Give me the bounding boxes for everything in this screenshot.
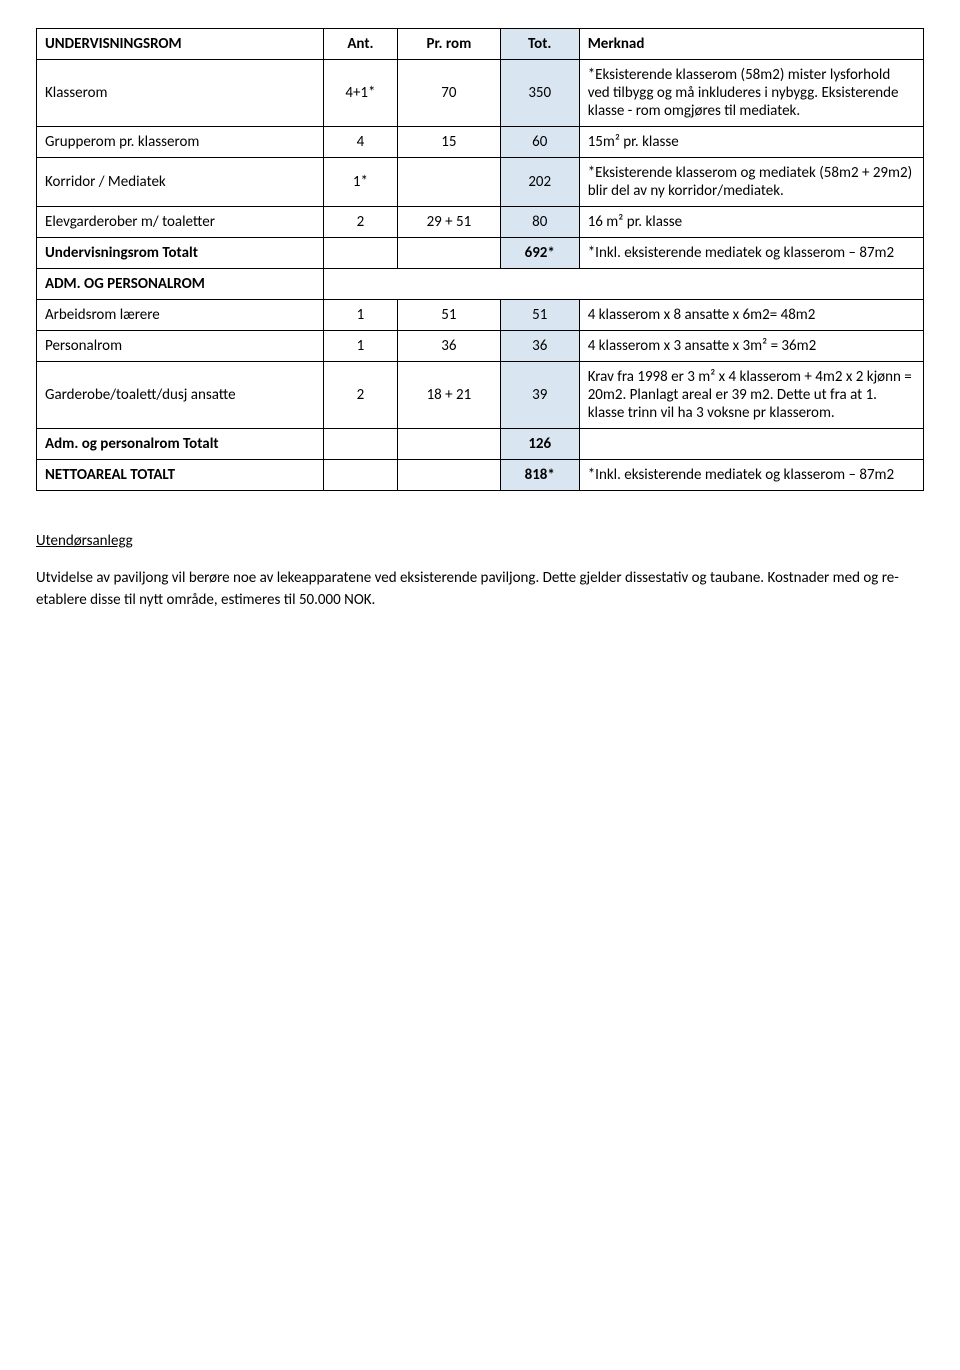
cell-merknad: *Inkl. eksisterende mediatek og klassero… bbox=[579, 238, 923, 269]
cell-label: Adm. og personalrom Totalt bbox=[37, 429, 324, 460]
section-header-empty bbox=[323, 269, 923, 300]
cell-pr-rom bbox=[398, 429, 501, 460]
footer-section: Utendørsanlegg Utvidelse av paviljong vi… bbox=[36, 531, 924, 611]
cell-ant: 1 bbox=[323, 300, 397, 331]
cell-pr-rom: 70 bbox=[398, 60, 501, 127]
cell-tot: 80 bbox=[500, 207, 579, 238]
cell-label: Arbeidsrom lærere bbox=[37, 300, 324, 331]
cell-label: Undervisningsrom Totalt bbox=[37, 238, 324, 269]
table-row-subtotal: Adm. og personalrom Totalt 126 bbox=[37, 429, 924, 460]
cell-tot: 126 bbox=[500, 429, 579, 460]
section-header: ADM. OG PERSONALROM bbox=[37, 269, 324, 300]
header-ant: Ant. bbox=[323, 29, 397, 60]
table-row-total: NETTOAREAL TOTALT 818* *Inkl. eksisteren… bbox=[37, 460, 924, 491]
section-header-row: ADM. OG PERSONALROM bbox=[37, 269, 924, 300]
cell-pr-rom: 51 bbox=[398, 300, 501, 331]
cell-tot: 692* bbox=[500, 238, 579, 269]
cell-label: Personalrom bbox=[37, 331, 324, 362]
header-merknad: Merknad bbox=[579, 29, 923, 60]
header-undervisningsrom: UNDERVISNINGSROM bbox=[37, 29, 324, 60]
cell-tot: 36 bbox=[500, 331, 579, 362]
cell-merknad: 16 m² pr. klasse bbox=[579, 207, 923, 238]
cell-label: Garderobe/toalett/dusj ansatte bbox=[37, 362, 324, 429]
cell-merknad bbox=[579, 429, 923, 460]
cell-pr-rom bbox=[398, 460, 501, 491]
cell-ant bbox=[323, 238, 397, 269]
cell-tot: 60 bbox=[500, 127, 579, 158]
table-row: Korridor / Mediatek 1* 202 *Eksisterende… bbox=[37, 158, 924, 207]
cell-label: Grupperom pr. klasserom bbox=[37, 127, 324, 158]
cell-pr-rom: 36 bbox=[398, 331, 501, 362]
cell-tot: 51 bbox=[500, 300, 579, 331]
cell-ant: 4 bbox=[323, 127, 397, 158]
cell-tot: 818* bbox=[500, 460, 579, 491]
cell-label: Elevgarderober m/ toaletter bbox=[37, 207, 324, 238]
cell-merknad: *Eksisterende klasserom og mediatek (58m… bbox=[579, 158, 923, 207]
cell-tot: 350 bbox=[500, 60, 579, 127]
cell-merknad: *Inkl. eksisterende mediatek og klassero… bbox=[579, 460, 923, 491]
cell-ant bbox=[323, 429, 397, 460]
cell-merknad: 4 klasserom x 8 ansatte x 6m2= 48m2 bbox=[579, 300, 923, 331]
cell-ant: 2 bbox=[323, 362, 397, 429]
cell-tot: 202 bbox=[500, 158, 579, 207]
cell-pr-rom: 29 + 51 bbox=[398, 207, 501, 238]
cell-merknad: *Eksisterende klasserom (58m2) mister ly… bbox=[579, 60, 923, 127]
cell-label: NETTOAREAL TOTALT bbox=[37, 460, 324, 491]
cell-label: Korridor / Mediatek bbox=[37, 158, 324, 207]
cell-ant: 2 bbox=[323, 207, 397, 238]
cell-merknad: 4 klasserom x 3 ansatte x 3m² = 36m2 bbox=[579, 331, 923, 362]
table-row: Arbeidsrom lærere 1 51 51 4 klasserom x … bbox=[37, 300, 924, 331]
cell-ant: 1 bbox=[323, 331, 397, 362]
table-row: Personalrom 1 36 36 4 klasserom x 3 ansa… bbox=[37, 331, 924, 362]
cell-merknad: Krav fra 1998 er 3 m² x 4 klasserom + 4m… bbox=[579, 362, 923, 429]
cell-ant: 4+1* bbox=[323, 60, 397, 127]
cell-pr-rom: 18 + 21 bbox=[398, 362, 501, 429]
cell-tot: 39 bbox=[500, 362, 579, 429]
cell-pr-rom bbox=[398, 238, 501, 269]
rooms-table: UNDERVISNINGSROM Ant. Pr. rom Tot. Merkn… bbox=[36, 28, 924, 491]
table-row: Klasserom 4+1* 70 350 *Eksisterende klas… bbox=[37, 60, 924, 127]
table-row: Grupperom pr. klasserom 4 15 60 15m² pr.… bbox=[37, 127, 924, 158]
table-header-row: UNDERVISNINGSROM Ant. Pr. rom Tot. Merkn… bbox=[37, 29, 924, 60]
cell-pr-rom: 15 bbox=[398, 127, 501, 158]
cell-ant bbox=[323, 460, 397, 491]
cell-label: Klasserom bbox=[37, 60, 324, 127]
cell-pr-rom bbox=[398, 158, 501, 207]
table-row-subtotal: Undervisningsrom Totalt 692* *Inkl. eksi… bbox=[37, 238, 924, 269]
footer-heading: Utendørsanlegg bbox=[36, 531, 924, 553]
footer-body: Utvidelse av paviljong vil berøre noe av… bbox=[36, 568, 924, 612]
table-row: Garderobe/toalett/dusj ansatte 2 18 + 21… bbox=[37, 362, 924, 429]
cell-ant: 1* bbox=[323, 158, 397, 207]
cell-merknad: 15m² pr. klasse bbox=[579, 127, 923, 158]
header-pr-rom: Pr. rom bbox=[398, 29, 501, 60]
header-tot: Tot. bbox=[500, 29, 579, 60]
table-row: Elevgarderober m/ toaletter 2 29 + 51 80… bbox=[37, 207, 924, 238]
